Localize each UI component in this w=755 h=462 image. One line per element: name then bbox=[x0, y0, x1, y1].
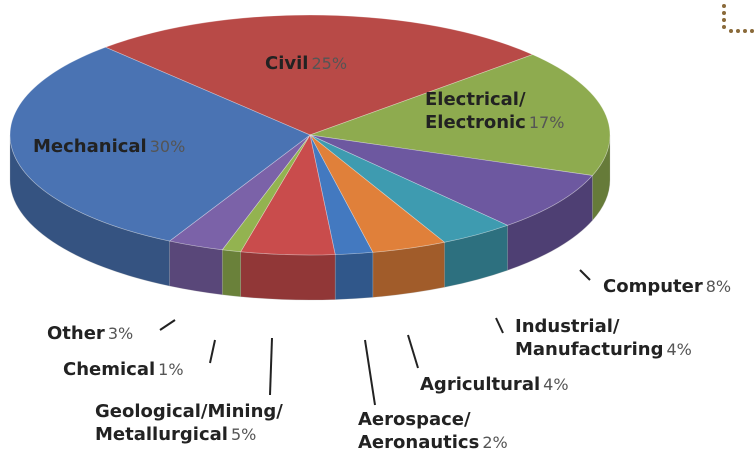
slice-label: Computer 8% bbox=[603, 275, 731, 298]
slice-label: Other 3% bbox=[47, 322, 133, 345]
slice-label: Civil 25% bbox=[265, 52, 347, 75]
pie-sides bbox=[9, 134, 611, 301]
slice-label: Geological/Mining/ Metallurgical 5% bbox=[95, 400, 283, 446]
slice-label: Aerospace/ Aeronautics 2% bbox=[358, 408, 508, 454]
slice-label: Chemical 1% bbox=[63, 358, 184, 381]
slice-label: Mechanical 30% bbox=[33, 135, 185, 158]
category-name: Geological/Mining/ Metallurgical bbox=[95, 401, 283, 445]
pie-slice bbox=[9, 46, 311, 242]
slice-label: Electrical/ Electronic 17% bbox=[425, 88, 564, 134]
pie-side bbox=[334, 251, 374, 300]
value-label: 25% bbox=[311, 54, 348, 73]
category-name: Other bbox=[47, 323, 105, 344]
pie-side bbox=[240, 251, 336, 301]
leader-line bbox=[364, 339, 376, 406]
slice-label: Agricultural 4% bbox=[420, 373, 569, 396]
value-label: 4% bbox=[666, 340, 692, 359]
pie-side bbox=[169, 240, 223, 296]
value-label: 1% bbox=[158, 360, 184, 379]
pie-slice bbox=[168, 134, 311, 251]
value-label: 17% bbox=[528, 113, 565, 132]
value-label: 5% bbox=[230, 425, 257, 444]
leader-line bbox=[407, 334, 419, 369]
slice-label: Industrial/ Manufacturing 4% bbox=[515, 315, 692, 361]
value-label: 2% bbox=[482, 433, 508, 452]
value-label: 4% bbox=[543, 375, 569, 394]
pie-slice bbox=[309, 54, 611, 176]
category-name: Aerospace/ Aeronautics bbox=[358, 409, 480, 453]
pie-slice bbox=[104, 14, 534, 136]
decoration bbox=[722, 4, 754, 33]
value-label: 8% bbox=[705, 277, 732, 296]
category-name: Industrial/ Manufacturing bbox=[515, 316, 664, 360]
leader-lines bbox=[159, 269, 591, 406]
leader-line bbox=[579, 269, 591, 281]
category-name: Mechanical bbox=[33, 136, 147, 157]
pie-slice bbox=[309, 134, 594, 226]
leader-line bbox=[269, 337, 273, 396]
category-name: Civil bbox=[265, 53, 309, 74]
pie-side bbox=[221, 249, 242, 298]
category-name: Chemical bbox=[63, 359, 156, 380]
leader-line bbox=[209, 339, 216, 364]
pie-slice bbox=[240, 134, 336, 256]
pie-slice bbox=[309, 134, 374, 255]
pie-slice bbox=[309, 134, 509, 243]
category-name: Computer bbox=[603, 276, 703, 297]
value-label: 3% bbox=[107, 324, 134, 343]
leader-line bbox=[159, 319, 176, 331]
category-name: Electrical/ Electronic bbox=[425, 89, 526, 133]
pie-slice bbox=[309, 134, 446, 253]
pie-tops bbox=[9, 14, 611, 256]
category-name: Agricultural bbox=[420, 374, 541, 395]
value-label: 30% bbox=[149, 137, 186, 156]
leader-line bbox=[495, 317, 504, 334]
pie-slice bbox=[221, 134, 311, 253]
